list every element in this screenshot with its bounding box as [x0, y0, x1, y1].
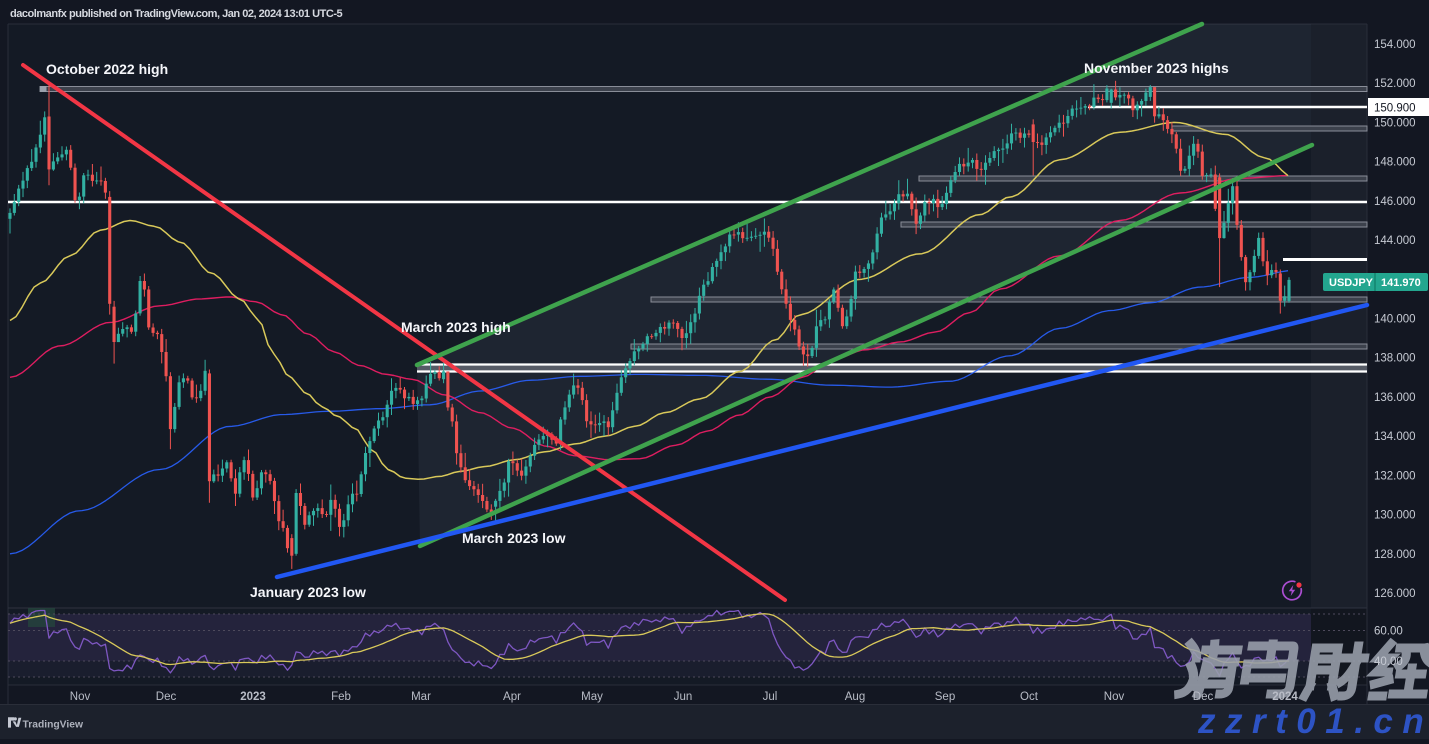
- svg-text:November 2023 highs: November 2023 highs: [1084, 60, 1229, 76]
- svg-text:March 2023 low: March 2023 low: [462, 530, 566, 546]
- svg-text:Nov: Nov: [70, 691, 91, 703]
- svg-text:Oct: Oct: [1020, 691, 1039, 703]
- svg-text:140.000: 140.000: [1374, 314, 1416, 326]
- svg-text:150.900: 150.900: [1374, 103, 1416, 115]
- svg-text:January 2023 low: January 2023 low: [250, 584, 366, 600]
- svg-text:October 2022 high: October 2022 high: [46, 61, 168, 77]
- svg-text:126.000: 126.000: [1374, 588, 1416, 600]
- svg-text:60.00: 60.00: [1374, 626, 1403, 638]
- svg-text:40.00: 40.00: [1374, 656, 1403, 668]
- svg-text:dacolmanfx published on Tradin: dacolmanfx published on TradingView.com,…: [10, 8, 343, 20]
- svg-text:144.000: 144.000: [1374, 235, 1416, 247]
- svg-text:138.000: 138.000: [1374, 353, 1416, 365]
- svg-text:132.000: 132.000: [1374, 470, 1416, 482]
- svg-text:TradingView: TradingView: [23, 719, 84, 730]
- svg-text:zzrt01.cn: zzrt01.cn: [1197, 702, 1429, 739]
- svg-text:146.000: 146.000: [1374, 196, 1416, 208]
- svg-text:Sep: Sep: [935, 691, 955, 703]
- svg-text:154.000: 154.000: [1374, 39, 1416, 51]
- svg-text:March 2023 high: March 2023 high: [401, 319, 511, 335]
- svg-text:150.000: 150.000: [1374, 117, 1416, 129]
- svg-text:130.000: 130.000: [1374, 510, 1416, 522]
- svg-text:Jul: Jul: [763, 691, 778, 703]
- svg-text:Apr: Apr: [503, 691, 521, 703]
- svg-text:Feb: Feb: [331, 691, 351, 703]
- svg-text:2024: 2024: [1272, 691, 1298, 703]
- svg-text:Nov: Nov: [1104, 691, 1125, 703]
- svg-text:Jun: Jun: [674, 691, 693, 703]
- svg-text:134.000: 134.000: [1374, 431, 1416, 443]
- svg-text:152.000: 152.000: [1374, 78, 1416, 90]
- svg-text:148.000: 148.000: [1374, 157, 1416, 169]
- svg-text:Dec: Dec: [1193, 691, 1214, 703]
- svg-text:USDJPY: USDJPY: [1329, 277, 1374, 289]
- svg-text:128.000: 128.000: [1374, 549, 1416, 561]
- svg-text:2023: 2023: [240, 691, 266, 703]
- svg-text:May: May: [581, 691, 603, 703]
- svg-text:Aug: Aug: [845, 691, 865, 703]
- svg-text:Dec: Dec: [156, 691, 177, 703]
- svg-text:136.000: 136.000: [1374, 392, 1416, 404]
- svg-text:Mar: Mar: [411, 691, 431, 703]
- svg-text:141.970: 141.970: [1381, 277, 1421, 289]
